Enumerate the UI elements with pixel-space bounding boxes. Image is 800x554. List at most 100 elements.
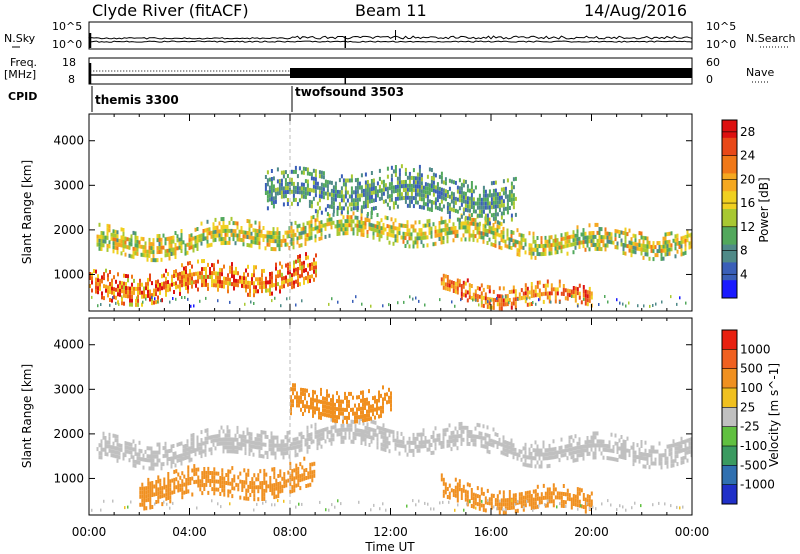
scatter-cell — [396, 439, 399, 444]
scatter-cell — [105, 284, 107, 289]
scatter-cell — [346, 215, 349, 220]
scatter-cell — [450, 435, 453, 440]
scatter-cell — [281, 280, 283, 285]
scatter-cell — [172, 444, 175, 448]
scatter-cell — [270, 181, 273, 185]
scatter-cell — [314, 410, 316, 415]
scatter-cell — [562, 453, 565, 458]
scatter-cell — [522, 295, 525, 300]
noise-left-tick-bottom: 10^0 — [52, 38, 82, 51]
scatter-cell — [350, 202, 353, 207]
scatter-cell — [344, 202, 347, 207]
scatter-cell — [239, 479, 242, 484]
scatter-cell — [298, 395, 300, 400]
scatter-cell — [350, 427, 353, 432]
scatter-cell — [164, 241, 167, 246]
scatter-cell — [340, 423, 343, 428]
scatter-cell — [556, 238, 559, 243]
scatter-cell — [155, 492, 158, 496]
scatter-cell — [334, 505, 336, 509]
scatter-cell — [165, 284, 167, 289]
scatter-cell — [189, 477, 192, 481]
scatter-cell — [268, 193, 271, 198]
scatter-cell — [524, 491, 527, 496]
scatter-cell — [126, 441, 129, 446]
scatter-cell — [438, 194, 441, 199]
scatter-cell — [205, 474, 208, 479]
scatter-cell — [392, 233, 395, 238]
scatter-cell — [658, 453, 661, 458]
scatter-cell — [190, 445, 193, 450]
scatter-cell — [188, 242, 191, 247]
scatter-cell — [346, 403, 348, 408]
scatter-cell — [484, 508, 487, 513]
scatter-cell — [286, 450, 289, 455]
scatter-cell — [251, 489, 254, 494]
scatter-cell — [314, 181, 317, 186]
scatter-cell — [236, 441, 239, 446]
scatter-cell — [231, 482, 234, 487]
scatter-cell — [159, 490, 162, 495]
scatter-cell — [458, 198, 461, 203]
scatter-cell — [434, 173, 437, 178]
scatter-cell — [442, 236, 445, 241]
scatter-cell — [680, 248, 683, 253]
scatter-cell — [400, 192, 403, 197]
scatter-cell — [193, 472, 196, 477]
scatter-cell — [546, 239, 549, 244]
scatter-cell — [112, 233, 115, 238]
scatter-cell — [328, 508, 330, 512]
scatter-cell — [602, 239, 605, 244]
scatter-cell — [622, 231, 625, 235]
scatter-cell — [364, 180, 367, 185]
scatter-cell — [229, 489, 232, 494]
scatter-cell — [344, 391, 346, 396]
scatter-cell — [254, 441, 257, 446]
scatter-cell — [450, 284, 453, 289]
scatter-cell — [446, 275, 449, 279]
scatter-cell — [604, 443, 607, 448]
scatter-cell — [464, 493, 467, 498]
scatter-cell — [502, 490, 505, 495]
scatter-cell — [470, 197, 473, 201]
scatter-cell — [439, 501, 441, 505]
scatter-cell — [146, 249, 149, 254]
scatter-cell — [290, 169, 293, 174]
scatter-cell — [518, 232, 521, 237]
scatter-cell — [422, 440, 425, 445]
scatter-cell — [334, 185, 337, 190]
scatter-cell — [187, 285, 189, 290]
scatter-cell — [215, 479, 218, 484]
scatter-cell — [658, 461, 661, 466]
scatter-cell — [181, 279, 183, 284]
scatter-cell — [222, 237, 225, 241]
scatter-cell — [171, 274, 173, 279]
colorbar-tick-label: -1000 — [740, 478, 775, 492]
scatter-cell — [456, 197, 459, 202]
scatter-cell — [328, 233, 331, 238]
scatter-cell — [660, 248, 663, 253]
scatter-cell — [412, 436, 415, 441]
scatter-cell — [402, 231, 405, 236]
scatter-cell — [484, 300, 487, 305]
scatter-cell — [590, 235, 593, 240]
scatter-cell — [644, 464, 647, 469]
scatter-cell — [196, 435, 199, 440]
scatter-cell — [220, 217, 223, 222]
scatter-cell — [172, 247, 175, 252]
scatter-cell — [648, 256, 651, 261]
scatter-cell — [439, 298, 441, 302]
scatter-cell — [213, 467, 216, 472]
scatter-cell — [219, 283, 221, 288]
scatter-cell — [466, 498, 469, 503]
scatter-cell — [362, 402, 364, 407]
colorbar-tick-label: 16 — [740, 196, 755, 210]
scatter-cell — [456, 286, 459, 291]
scatter-cell — [259, 277, 261, 282]
scatter-cell — [518, 240, 521, 245]
scatter-cell — [446, 202, 449, 206]
scatter-cell — [458, 279, 461, 284]
scatter-cell — [149, 277, 151, 282]
scatter-cell — [502, 298, 505, 303]
scatter-cell — [424, 436, 427, 440]
